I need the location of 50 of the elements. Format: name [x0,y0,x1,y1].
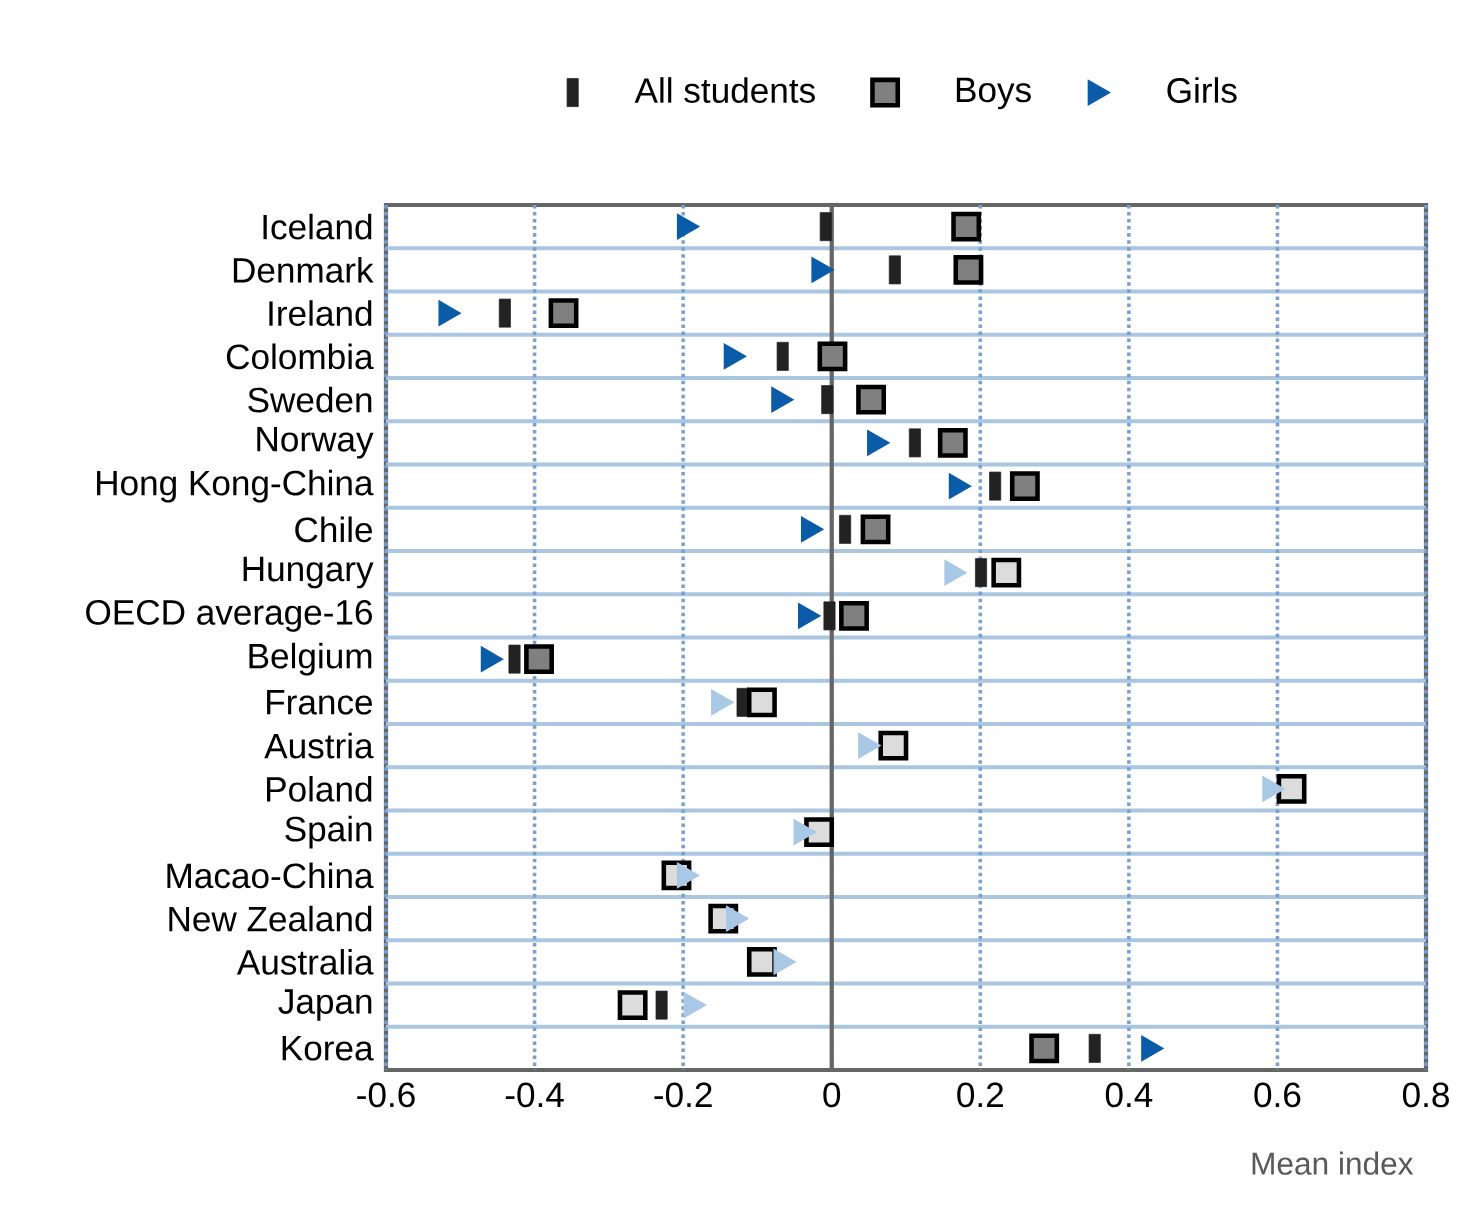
y-tick-label: New Zealand [169,905,372,932]
y-tick-label: Japan [278,989,372,1021]
point [1276,773,1307,804]
y-tick-label: Colombia [226,343,374,370]
point [991,557,1022,588]
y-tick-label: Macao-China [167,862,374,889]
y-tick-label: Korea [282,1036,374,1061]
point [839,600,869,631]
y-tick-label: Chile [295,516,372,543]
y-tick-label: Norway [257,427,374,459]
x-tick-label: 0.6 [1254,1082,1301,1108]
y-tick-label: Ireland [269,300,372,327]
y-tick-label: Australia [236,948,374,975]
x-tick-label: -0.4 [505,1082,564,1108]
y-tick-label: Hungary [243,556,374,589]
point [817,341,848,372]
point [617,990,648,1021]
point [1009,471,1040,502]
x-tick-label: -0.6 [357,1082,415,1108]
y-tick-label: Iceland [263,213,372,240]
point [548,298,579,329]
point [860,514,891,545]
y-tick-label: Sweden [248,386,372,413]
x-axis-title: Mean index [1252,1151,1414,1175]
x-tick-label: 0.8 [1402,1082,1449,1108]
y-tick-label: Hong Kong-China [97,469,374,503]
point [951,211,982,242]
legend-label: All students [634,77,815,103]
point [878,730,909,761]
y-tick-label: Belgium [249,642,372,676]
x-tick-label: -0.2 [654,1082,712,1108]
point [746,946,777,977]
y-tick-label: Spain [285,815,372,849]
y-tick-label: France [267,690,372,715]
y-tick-label: OECD average-16 [86,599,372,632]
y-tick-label: Austria [264,732,374,759]
point [524,644,554,675]
legend-label: Boys [956,77,1031,110]
x-tick-label: 0 [823,1082,841,1108]
point [856,384,887,415]
point [953,254,984,285]
point [937,427,968,458]
y-tick-label: Poland [267,775,372,802]
point [1029,1033,1060,1064]
point [746,687,777,718]
x-tick-label: 0.2 [957,1082,1003,1108]
legend-label: Girls [1167,77,1237,103]
point [804,817,835,848]
x-tick-label: 0.4 [1105,1082,1153,1108]
y-tick-label: Denmark [233,256,374,283]
